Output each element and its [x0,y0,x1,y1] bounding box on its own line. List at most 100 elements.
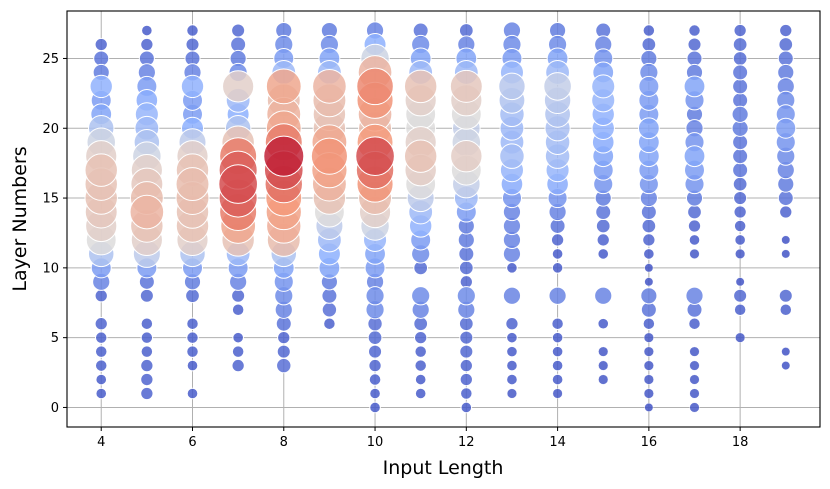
y-tick-label: 20 [42,122,59,137]
data-point [368,344,383,359]
data-point [642,233,656,247]
data-point [777,50,794,67]
data-point [735,277,745,287]
data-point [643,248,655,260]
data-point [591,74,616,99]
data-point [598,360,609,371]
data-point [506,359,518,372]
data-point [643,360,654,371]
data-point [551,345,564,358]
data-point [641,37,657,52]
data-point [94,345,108,358]
data-point [689,346,700,357]
data-point [644,403,654,412]
data-point [460,401,473,414]
data-point [777,190,794,207]
data-point [689,402,700,413]
data-point [265,68,302,105]
data-point [642,24,656,37]
data-point [733,219,747,233]
data-point [551,317,564,330]
x-tick-label: 14 [549,435,566,450]
data-point [369,401,381,414]
data-point [95,387,108,400]
data-point [458,260,474,276]
data-point [321,302,338,318]
data-point [231,345,245,358]
data-point [506,345,518,358]
data-point [502,286,522,305]
data-point [185,37,200,52]
data-point [367,330,383,346]
data-point [231,303,245,316]
data-point [276,357,292,374]
data-point [369,387,381,400]
data-point [94,317,108,331]
data-point [95,373,108,386]
data-point [594,286,613,305]
data-point [734,234,746,246]
data-point [175,167,210,202]
data-point [186,387,199,400]
data-point [230,36,247,53]
data-point [413,316,429,332]
data-point [641,218,657,234]
data-point [640,301,657,318]
data-point [456,286,476,306]
data-point [263,135,305,177]
data-point [84,153,118,187]
data-point [689,360,700,371]
data-point [640,287,658,305]
data-point [596,233,610,247]
data-point [129,194,165,230]
data-point [683,75,706,98]
data-point [459,275,473,289]
data-point [637,117,660,140]
data-point [595,204,612,221]
data-point [232,331,244,344]
data-point [323,317,336,330]
data-point [551,248,564,260]
data-point [89,74,113,99]
data-point [685,286,704,305]
data-point [310,137,348,175]
x-tick-label: 6 [188,435,196,450]
data-point [689,374,700,385]
data-point [94,37,108,52]
data-point [733,288,748,303]
data-point [277,331,291,345]
data-point [458,316,474,332]
data-point [732,92,749,109]
data-point [781,235,791,245]
data-point [93,50,110,67]
data-point [733,23,747,38]
data-point [686,50,703,67]
data-point [505,317,519,331]
data-point [598,374,609,385]
x-tick-label: 8 [280,435,288,450]
data-point [94,359,108,372]
data-point [733,303,747,316]
data-point [688,234,701,246]
data-point [688,317,701,330]
data-point [551,359,564,372]
data-point [732,37,748,52]
data-point [403,139,438,173]
data-point [499,143,525,169]
data-point [459,372,473,387]
data-point [450,139,483,173]
data-point [733,191,748,206]
data-point [459,358,473,373]
data-point [643,332,654,343]
x-tick-label: 16 [641,435,658,450]
data-point [551,373,564,386]
x-tick-label: 4 [97,435,105,450]
data-point [231,288,246,303]
y-axis-title: Layer Numbers [9,146,31,291]
data-point [459,330,474,345]
data-point [643,374,654,385]
x-tick-label: 12 [458,435,475,450]
data-point [414,331,428,345]
data-point [460,387,473,400]
data-point [552,388,563,399]
